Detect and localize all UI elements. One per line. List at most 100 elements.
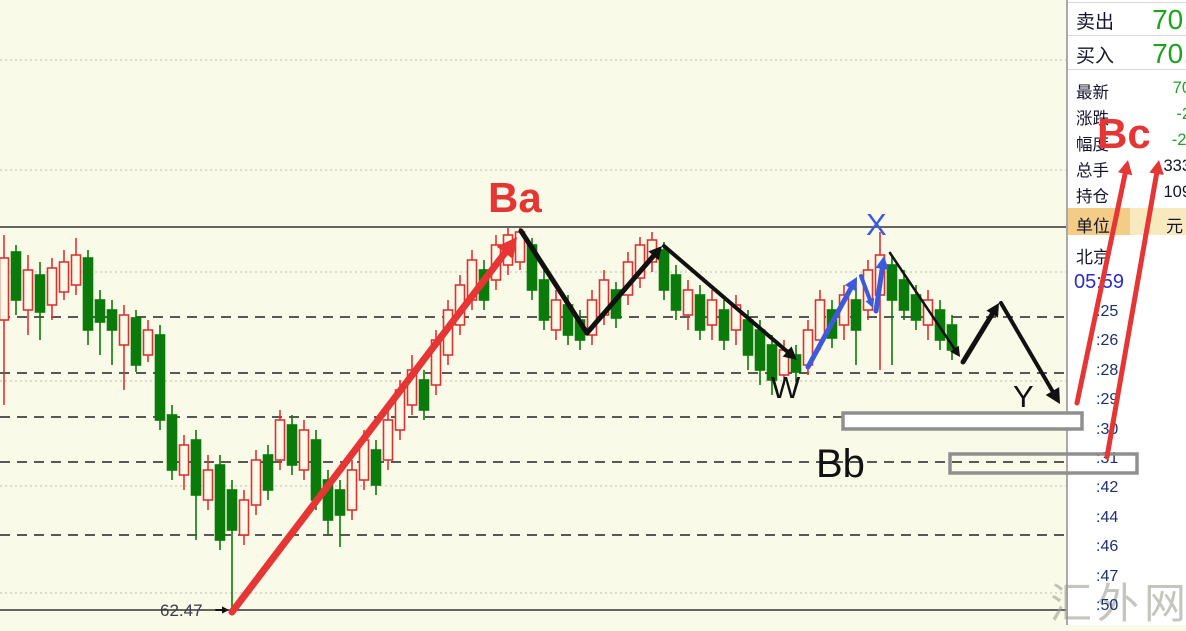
candle-down: [850, 288, 862, 365]
candle-down: [670, 265, 682, 320]
candle-up: [346, 460, 358, 520]
time-list-item: :31: [1096, 450, 1119, 467]
time-list-item: :30: [1096, 420, 1119, 438]
candle-up: [22, 255, 34, 335]
candle-down: [910, 285, 922, 330]
candle-down: [946, 315, 958, 360]
candle-up: [802, 320, 814, 375]
quote-row-open-interest-label[interactable]: 持仓: [1076, 188, 1109, 206]
quote-row-latest-label[interactable]: 最新: [1076, 84, 1109, 102]
quote-row-change-value[interactable]: -2: [1176, 105, 1186, 123]
quote-row-sell-label[interactable]: 卖出: [1076, 12, 1115, 33]
quote-row-sell-value[interactable]: 70.: [1152, 4, 1186, 35]
candle-down: [190, 430, 202, 540]
candle-down: [574, 310, 586, 350]
exchange-city-label: 北京: [1076, 248, 1110, 267]
candle-up: [202, 455, 214, 510]
quote-row-buy-value[interactable]: 70.: [1152, 38, 1186, 69]
candle-down: [214, 455, 226, 550]
candle-down: [610, 282, 622, 328]
candle-down: [262, 445, 274, 500]
candle-down: [898, 270, 910, 320]
candle-up: [382, 405, 394, 470]
time-list-item: :25: [1096, 303, 1119, 320]
candle-up: [454, 275, 466, 335]
candle-up: [46, 258, 58, 320]
quote-row-change-label[interactable]: 涨跌: [1076, 110, 1109, 128]
candle-down: [718, 300, 730, 350]
candle-up: [142, 320, 154, 362]
separator: [1068, 2, 1186, 3]
candle-up: [274, 410, 286, 470]
quote-row-range-value[interactable]: -2.: [1171, 131, 1186, 149]
candle-up: [814, 290, 826, 350]
candle-up: [58, 250, 70, 300]
candle-down: [694, 285, 706, 340]
candle-up: [118, 305, 130, 390]
candle-up: [550, 290, 562, 340]
candle-down: [166, 405, 178, 480]
candle-down: [562, 295, 574, 345]
candle-up: [922, 290, 934, 340]
candle-up: [298, 420, 310, 480]
time-list-item: :26: [1096, 332, 1119, 350]
candle-down: [538, 270, 550, 330]
candle-up: [394, 380, 406, 440]
time-list-item: :50: [1096, 597, 1119, 614]
quote-row-volume-value[interactable]: 333: [1163, 157, 1186, 175]
candle-down: [310, 430, 322, 510]
separator: [1068, 69, 1186, 70]
candle-up: [514, 228, 526, 270]
candle-down: [286, 415, 298, 475]
quote-row-open-interest-value[interactable]: 109: [1163, 183, 1186, 201]
candle-up: [622, 252, 634, 305]
candle-up: [250, 450, 262, 515]
candle-down: [526, 238, 538, 300]
candle-up: [406, 355, 418, 415]
candle-up: [634, 237, 646, 288]
candle-down: [226, 480, 238, 612]
candle-down: [886, 255, 898, 365]
candle-up: [838, 285, 850, 340]
candle-down: [766, 335, 778, 395]
candle-down: [742, 310, 754, 370]
quote-row-latest-value[interactable]: 70: [1172, 79, 1186, 97]
quote-row-buy-label[interactable]: 买入: [1076, 46, 1115, 67]
beijing-clock: 05:59: [1074, 271, 1125, 293]
candle-down: [94, 290, 106, 355]
candlestick-chart[interactable]: [0, 0, 1066, 625]
candle-up: [646, 232, 658, 272]
candle-up: [502, 228, 514, 275]
candle-down: [130, 310, 142, 372]
candle-down: [334, 480, 346, 547]
time-list-item: :29: [1096, 391, 1119, 409]
candle-down: [34, 262, 46, 340]
candle-up: [682, 280, 694, 330]
candle-up: [466, 250, 478, 310]
candle-down: [106, 300, 118, 365]
unit-row-value: 元: [1166, 217, 1183, 236]
candle-down: [754, 320, 766, 385]
candle-down: [154, 325, 166, 430]
candle-down: [934, 300, 946, 350]
candle-up: [730, 295, 742, 345]
time-list-item: :44: [1096, 508, 1119, 526]
candle-up: [862, 260, 874, 320]
candle-down: [10, 245, 22, 315]
candle-up: [178, 435, 190, 490]
quote-row-range-label[interactable]: 幅度: [1076, 136, 1109, 154]
quote-row-volume-label[interactable]: 总手: [1076, 162, 1109, 180]
candle-down: [418, 370, 430, 420]
candle-down: [370, 440, 382, 495]
candle-up: [0, 235, 10, 405]
candle-up: [430, 330, 442, 395]
watermark: 汇外网: [1050, 580, 1186, 627]
candle-up: [490, 235, 502, 290]
candle-down: [82, 250, 94, 345]
candle-up: [442, 300, 454, 365]
candle-down: [658, 242, 670, 300]
candle-up: [778, 340, 790, 385]
candle-up: [586, 290, 598, 345]
